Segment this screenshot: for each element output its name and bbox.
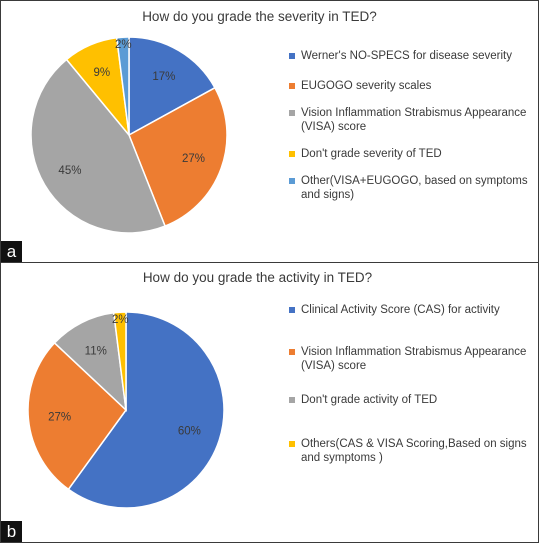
- data-label: 11%: [85, 346, 107, 358]
- legend-label: Other(VISA+EUGOGO, based on symptoms and…: [301, 175, 528, 201]
- data-label: 27%: [48, 411, 71, 423]
- legend-label: EUGOGO severity scales: [301, 80, 432, 92]
- pie-slice: [128, 36, 216, 137]
- pie-slice: [67, 311, 225, 509]
- legend-item: Don't grade activity of TED: [289, 393, 534, 407]
- legend-swatch: [289, 53, 295, 59]
- legend-label: Werner's NO-SPECS for disease severity: [301, 50, 512, 62]
- legend-label: Others(CAS & VISA Scoring,Based on signs…: [301, 438, 527, 464]
- legend-label: Don't grade activity of TED: [301, 394, 438, 406]
- legend-item: Werner's NO-SPECS for disease severity: [289, 49, 529, 63]
- legend-label: Don't grade severity of TED: [301, 148, 442, 160]
- legend-item: Other(VISA+EUGOGO, based on symptoms and…: [289, 174, 529, 202]
- panel-a: How do you grade the severity in TED? 17…: [1, 1, 538, 262]
- legend-item: Don't grade severity of TED: [289, 147, 529, 161]
- legend-item: Others(CAS & VISA Scoring,Based on signs…: [289, 437, 534, 465]
- data-label: 27%: [182, 153, 205, 165]
- chart-title: How do you grade the activity in TED?: [142, 270, 373, 285]
- pie-slice: [115, 36, 130, 136]
- panel-label: a: [1, 241, 22, 262]
- legend-swatch: [289, 151, 295, 157]
- legend-item: EUGOGO severity scales: [289, 79, 529, 93]
- legend-swatch: [289, 397, 295, 403]
- legend-severity: Werner's NO-SPECS for disease severity EU…: [289, 49, 529, 202]
- data-label: 2%: [115, 39, 132, 51]
- pie-chart-activity: 60% 27% 11% 2%: [27, 311, 225, 509]
- legend-activity: Clinical Activity Score (CAS) for activi…: [289, 303, 534, 465]
- legend-swatch: [289, 83, 295, 89]
- chart-title: How do you grade the severity in TED?: [142, 9, 377, 24]
- legend-label: Vision Inflammation Strabismus Appearanc…: [301, 107, 527, 133]
- data-label: 60%: [178, 426, 201, 438]
- data-label: 45%: [58, 165, 81, 177]
- panel-label: b: [1, 521, 22, 542]
- data-label: 17%: [152, 71, 175, 83]
- legend-label: Vision Inflammation Strabismus Appearanc…: [301, 346, 527, 372]
- pie-chart-severity: 17% 27% 45% 9% 2%: [30, 36, 228, 234]
- pie-slice: [112, 311, 127, 411]
- pie-slice: [53, 311, 128, 412]
- legend-item: Clinical Activity Score (CAS) for activi…: [289, 303, 534, 317]
- pie-slice: [128, 86, 228, 228]
- legend-swatch: [289, 110, 295, 116]
- legend-item: Vision Inflammation Strabismus Appearanc…: [289, 345, 534, 373]
- legend-swatch: [289, 178, 295, 184]
- pie-slice: [30, 58, 167, 234]
- pie-slice: [27, 341, 127, 491]
- legend-swatch: [289, 349, 295, 355]
- legend-item: Vision Inflammation Strabismus Appearanc…: [289, 106, 529, 134]
- legend-label: Clinical Activity Score (CAS) for activi…: [301, 304, 500, 316]
- data-label: 2%: [112, 314, 129, 326]
- legend-swatch: [289, 307, 295, 313]
- panel-divider: [1, 262, 538, 263]
- legend-swatch: [289, 441, 295, 447]
- data-label: 9%: [93, 67, 110, 79]
- panel-b: How do you grade the activity in TED? 60…: [1, 263, 538, 542]
